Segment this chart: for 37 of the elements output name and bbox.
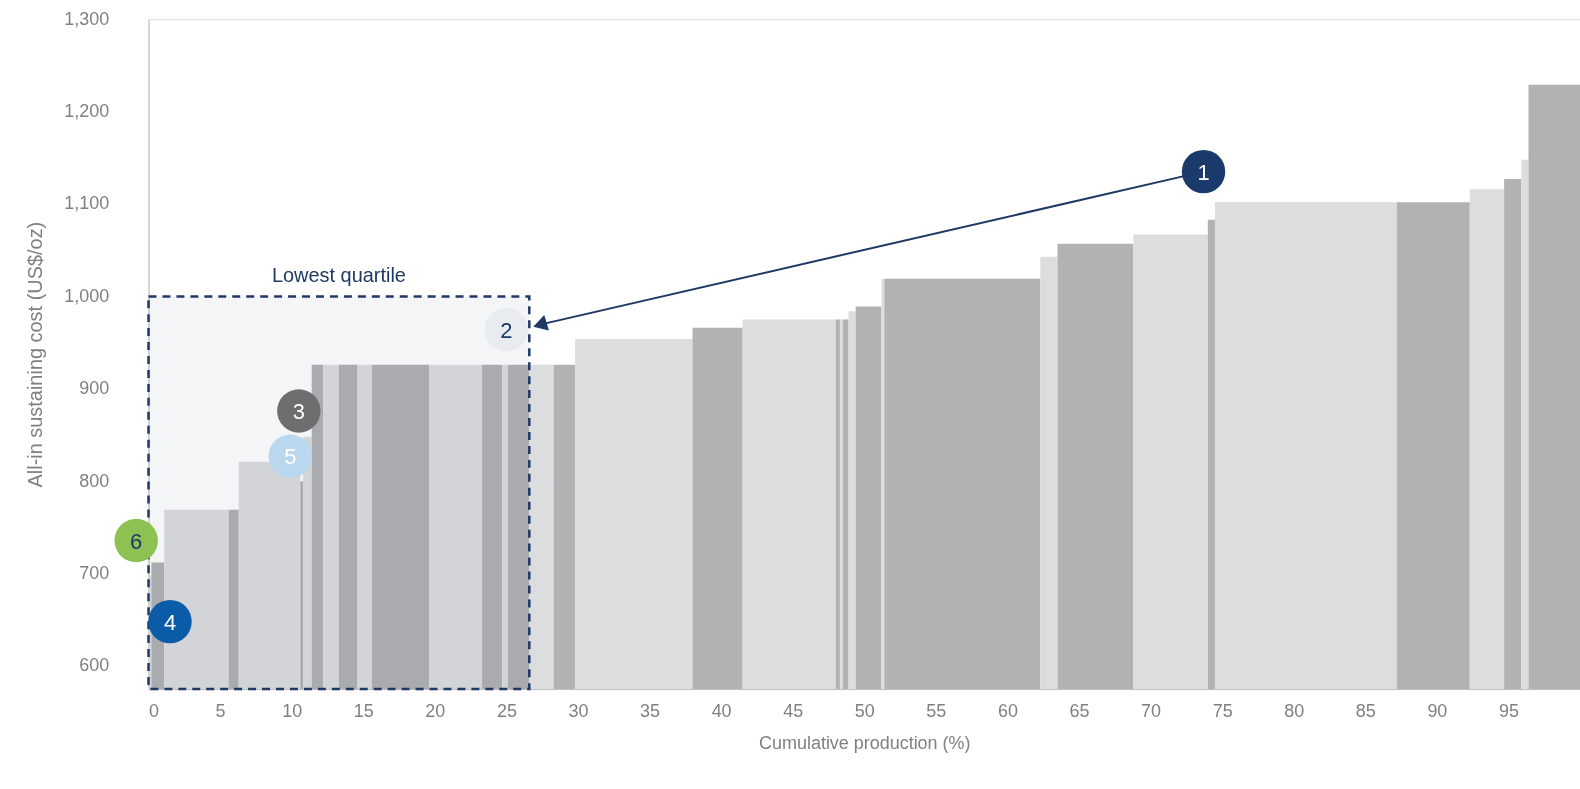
annotation: 4 xyxy=(163,609,177,635)
y-axis-title: All-in sustaining cost (US$/oz) xyxy=(24,221,47,488)
y-tick-label: 600 xyxy=(79,655,110,676)
y-tick-label: 700 xyxy=(79,563,110,584)
x-tick-label: 85 xyxy=(1355,701,1376,722)
y-tick-label: 800 xyxy=(79,470,110,491)
x-tick-label: 20 xyxy=(425,701,446,722)
x-tick-label: 50 xyxy=(854,701,875,722)
x-tick-label: 65 xyxy=(1069,701,1090,722)
x-tick-label: 80 xyxy=(1284,701,1305,722)
x-tick-label: 30 xyxy=(568,701,589,722)
annotation: 2 xyxy=(500,317,513,343)
y-tick-label: 1,100 xyxy=(64,193,110,214)
x-tick-label: 75 xyxy=(1212,701,1233,722)
x-tick-label: 45 xyxy=(783,701,804,722)
x-tick-label: 95 xyxy=(1498,701,1519,722)
annotation: 5 xyxy=(284,444,297,470)
x-tick-label: 70 xyxy=(1141,701,1162,722)
x-tick-label: 25 xyxy=(496,701,517,722)
x-tick-label: 60 xyxy=(997,701,1018,722)
y-tick-label: 1,000 xyxy=(64,285,110,306)
x-tick-label: 15 xyxy=(353,701,374,722)
x-tick-label: 5 xyxy=(215,701,226,722)
x-tick-label: 90 xyxy=(1427,701,1448,722)
annotation: 3 xyxy=(292,398,305,424)
y-tick-label: 1,300 xyxy=(64,8,110,29)
x-tick-label: 10 xyxy=(282,701,303,722)
x-tick-label: 35 xyxy=(640,701,661,722)
y-tick-label: 1,200 xyxy=(64,101,110,122)
x-tick-label: 0 xyxy=(149,701,160,722)
annotation: 6 xyxy=(130,528,143,554)
x-tick-label: 55 xyxy=(926,701,947,722)
annotation: 1 xyxy=(1197,159,1210,185)
band-label: Lowest quartile xyxy=(271,264,406,287)
x-axis-title: Cumulative production (%) xyxy=(759,733,971,754)
x-tick-label: 40 xyxy=(711,701,732,722)
y-tick-label: 900 xyxy=(79,378,110,399)
